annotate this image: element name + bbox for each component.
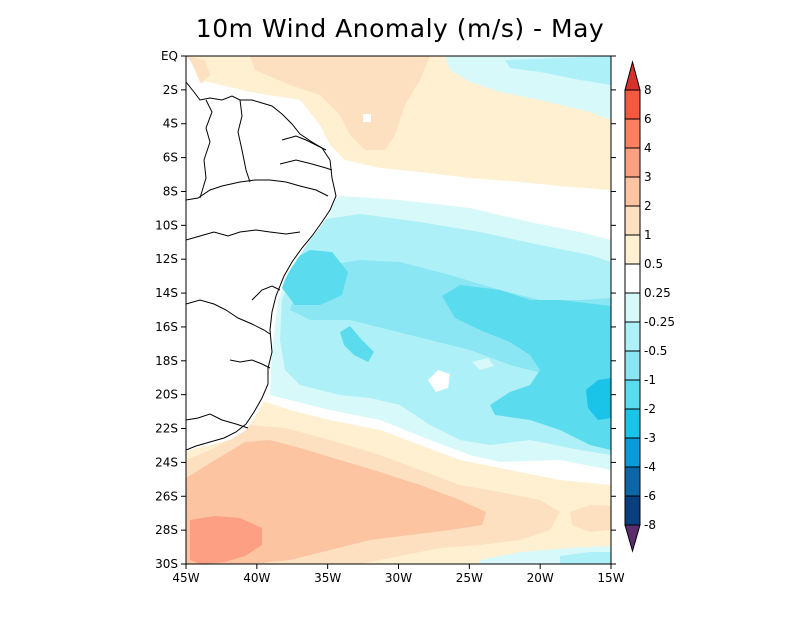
lat-tick-label: 4S <box>163 117 178 131</box>
southwest-positive-core <box>190 516 262 564</box>
colorbar-label: 0.5 <box>644 257 663 271</box>
colorbar-label: -0.25 <box>644 315 675 329</box>
colorbar-label: -0.5 <box>644 344 667 358</box>
coastline <box>186 81 337 451</box>
lat-tick-label: 30S <box>155 557 178 571</box>
lat-tick-label: 10S <box>155 218 178 232</box>
colorbar-label: -4 <box>644 460 656 474</box>
lat-tick-label: 22S <box>155 422 178 436</box>
colorbar-label: -3 <box>644 431 656 445</box>
lat-tick-label: 24S <box>155 455 178 469</box>
border-g <box>186 299 271 335</box>
lat-tick-label: 20S <box>155 388 178 402</box>
anomaly-field <box>186 56 611 564</box>
small-negative-patch <box>340 326 374 362</box>
inner-light-spot <box>472 358 494 370</box>
colorbar-label: 3 <box>644 170 652 184</box>
border-f <box>186 229 301 241</box>
colorbar-segment <box>624 379 641 410</box>
colorbar-label: 4 <box>644 141 652 155</box>
colorbar-label: -8 <box>644 518 656 532</box>
border-j <box>251 285 281 301</box>
colorbar-segment <box>624 118 641 149</box>
lat-tick-label: 16S <box>155 320 178 334</box>
border-d <box>281 135 327 151</box>
lat-tick-label: 6S <box>163 151 178 165</box>
lon-tick-label: 40W <box>243 571 270 585</box>
colorbar-label: 6 <box>644 112 652 126</box>
colorbar-segment <box>624 292 641 323</box>
colorbar-segment <box>624 147 641 178</box>
colorbar-segment <box>624 263 641 294</box>
colorbar-segment <box>624 408 641 439</box>
colorbar-segment <box>624 321 641 352</box>
lon-tick-label: 25W <box>456 571 483 585</box>
colorbar-segment <box>624 495 641 526</box>
border-i <box>229 359 271 369</box>
colorbar-label: 8 <box>644 83 652 97</box>
coastlines-and-borders <box>186 81 337 451</box>
colorbar: 8 6 4 3 2 1 0.5 0.25 -0.25 -0.5 -1 -2 -3 -4 -6 -8 <box>624 60 675 553</box>
colorbar-segment <box>624 350 641 381</box>
colorbar-label: 2 <box>644 199 652 213</box>
colorbar-label: -1 <box>644 373 656 387</box>
latitude-axis: EQ 2S 4S 6S 8S 10S 12S 14S 16S 18S 20S 22S 24S 26S 28S… <box>155 49 616 571</box>
lon-tick-label: 20W <box>527 571 554 585</box>
north-positive <box>250 56 430 150</box>
colorbar-segment <box>624 234 641 265</box>
colorbar-segment <box>624 466 641 497</box>
east-negative-core <box>442 285 611 450</box>
colorbar-segment <box>624 176 641 207</box>
colorbar-segment <box>624 205 641 236</box>
border-h <box>186 413 249 429</box>
southeast-negative-strip-2 <box>560 552 611 564</box>
lat-tick-label: 12S <box>155 252 178 266</box>
lon-tick-label: 30W <box>385 571 412 585</box>
lat-tick-label: 18S <box>155 354 178 368</box>
west-negative-patch <box>282 250 348 305</box>
lat-tick-label: 8S <box>163 184 178 198</box>
longitude-axis: 45W 40W 35W 30W 25W 20W 15W <box>172 564 625 585</box>
colorbar-segment <box>624 89 641 120</box>
lat-tick-label: 26S <box>155 489 178 503</box>
lon-tick-label: 15W <box>597 571 624 585</box>
east-strong-negative <box>586 378 611 420</box>
lat-tick-label: 2S <box>163 83 178 97</box>
border-e <box>279 159 333 171</box>
colorbar-label: 0.25 <box>644 286 671 300</box>
border-c <box>199 99 213 199</box>
southeast-positive-patch <box>570 505 611 532</box>
colorbar-segment <box>624 437 641 468</box>
colorbar-bottom-arrow <box>624 524 641 553</box>
south-america-land <box>186 56 336 452</box>
colorbar-label: -6 <box>644 489 656 503</box>
lat-tick-label: EQ <box>161 49 178 63</box>
colorbar-label: 1 <box>644 228 652 242</box>
border-a <box>186 179 329 201</box>
colorbar-label: -2 <box>644 402 656 416</box>
border-b <box>237 99 251 183</box>
lat-tick-label: 14S <box>155 286 178 300</box>
inner-white-spot <box>428 370 450 392</box>
lon-tick-label: 35W <box>314 571 341 585</box>
map-title: 10m Wind Anomaly (m/s) - May <box>195 14 605 43</box>
lon-tick-label: 45W <box>172 571 199 585</box>
lat-tick-label: 28S <box>155 523 178 537</box>
northeast-negative <box>505 56 611 85</box>
colorbar-top-arrow <box>624 60 641 91</box>
small-white-cell <box>363 114 371 122</box>
